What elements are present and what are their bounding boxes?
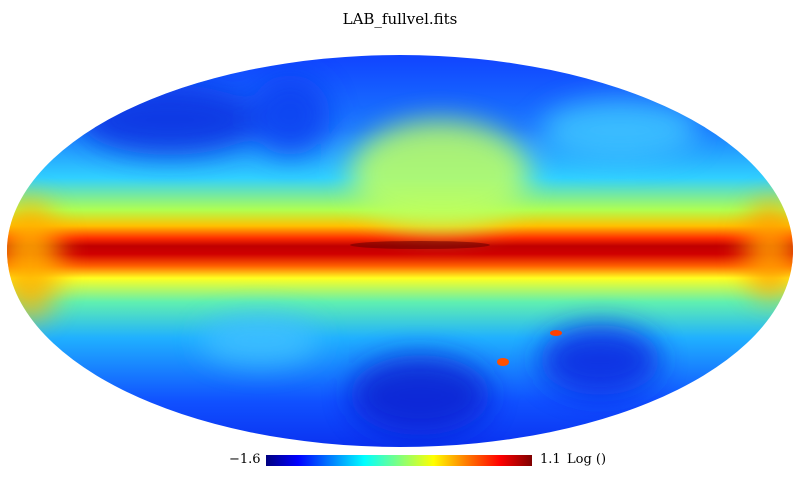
lmc-blob [550, 330, 562, 336]
colorbar [266, 455, 532, 466]
colorbar-max-label: 1.1 [540, 452, 561, 467]
map-pixels [7, 55, 793, 447]
chart-title: LAB_fullvel.fits [342, 10, 458, 28]
smc-blob [497, 358, 509, 366]
colorbar-unit-label: Log () [567, 452, 607, 467]
colorbar-min-label: −1.6 [229, 452, 261, 467]
